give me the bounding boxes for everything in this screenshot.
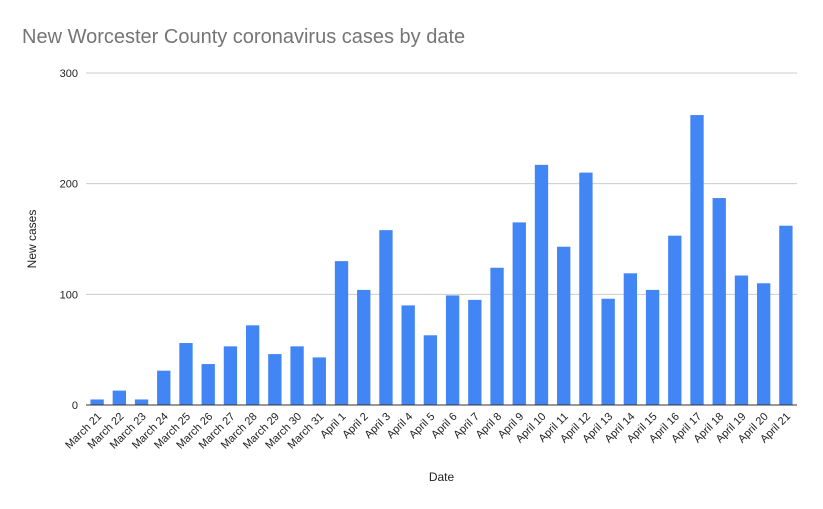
bar [757, 283, 771, 405]
bars [90, 115, 793, 405]
y-tick-label: 200 [60, 179, 78, 191]
chart-title: New Worcester County coronavirus cases b… [22, 26, 466, 48]
bar [112, 390, 126, 405]
bar [557, 246, 571, 405]
bar [423, 335, 438, 405]
bar [490, 267, 504, 405]
bar [512, 222, 526, 405]
bar [579, 172, 593, 405]
bar [734, 275, 749, 405]
bar [90, 399, 104, 405]
bar [157, 370, 171, 405]
bar [201, 364, 215, 405]
y-tick-label: 0 [72, 400, 78, 412]
bar [690, 115, 704, 405]
bar [534, 164, 549, 405]
bar [268, 354, 282, 405]
y-tick-label: 300 [60, 68, 78, 80]
bar [623, 273, 638, 405]
bar [223, 346, 238, 405]
y-axis-ticks: 0 100 200 300 [60, 68, 78, 412]
bar [312, 357, 326, 405]
x-axis-title: Date [429, 470, 455, 484]
bar [357, 289, 371, 405]
bar [134, 399, 149, 405]
y-axis-title: New cases [25, 210, 39, 269]
bar [334, 261, 349, 405]
bar [712, 198, 726, 405]
bar [245, 325, 260, 405]
bar [445, 295, 460, 405]
bar [668, 235, 682, 405]
bar [379, 230, 393, 405]
bar [468, 299, 482, 405]
bar [779, 225, 793, 405]
bar [645, 289, 660, 405]
bar [401, 305, 415, 405]
bar [290, 346, 304, 405]
bar [601, 298, 615, 405]
y-tick-label: 100 [60, 289, 78, 301]
bar [179, 343, 193, 405]
